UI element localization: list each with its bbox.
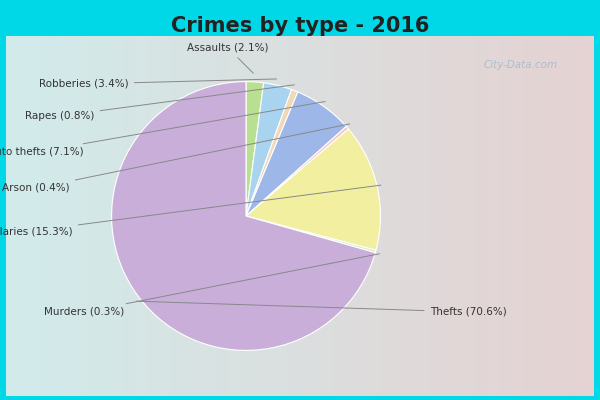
Bar [65, 36, 77, 396]
Wedge shape [246, 92, 346, 216]
Text: Burglaries (15.3%): Burglaries (15.3%) [0, 185, 381, 237]
Bar [512, 36, 523, 396]
Bar [312, 36, 323, 396]
Bar [300, 36, 312, 396]
Bar [535, 36, 547, 396]
Wedge shape [246, 83, 292, 216]
Bar [182, 36, 194, 396]
Bar [288, 36, 300, 396]
Bar [394, 36, 406, 396]
Wedge shape [246, 129, 380, 250]
Bar [253, 36, 265, 396]
Wedge shape [246, 82, 263, 216]
Wedge shape [246, 126, 349, 216]
Bar [265, 36, 277, 396]
Text: Auto thefts (7.1%): Auto thefts (7.1%) [0, 102, 325, 157]
Bar [418, 36, 430, 396]
Bar [430, 36, 441, 396]
Text: City-Data.com: City-Data.com [484, 60, 558, 70]
Bar [464, 36, 476, 396]
Bar [53, 36, 65, 396]
Bar [170, 36, 182, 396]
Text: Robberies (3.4%): Robberies (3.4%) [39, 79, 277, 89]
Bar [41, 36, 53, 396]
Bar [382, 36, 394, 396]
Bar [441, 36, 453, 396]
Bar [18, 36, 29, 396]
Wedge shape [112, 82, 375, 350]
Bar [406, 36, 418, 396]
Bar [29, 36, 41, 396]
Bar [88, 36, 100, 396]
Bar [500, 36, 512, 396]
Bar [241, 36, 253, 396]
Text: Rapes (0.8%): Rapes (0.8%) [25, 85, 295, 121]
Bar [112, 36, 124, 396]
Bar [559, 36, 571, 396]
Wedge shape [246, 90, 298, 216]
Text: Arson (0.4%): Arson (0.4%) [2, 124, 350, 193]
Text: Assaults (2.1%): Assaults (2.1%) [187, 43, 269, 73]
Bar [347, 36, 359, 396]
Bar [206, 36, 218, 396]
Text: Murders (0.3%): Murders (0.3%) [44, 254, 379, 317]
Bar [100, 36, 112, 396]
Bar [571, 36, 582, 396]
Bar [547, 36, 559, 396]
Bar [476, 36, 488, 396]
Bar [218, 36, 229, 396]
Bar [124, 36, 136, 396]
Bar [194, 36, 206, 396]
Wedge shape [246, 216, 376, 253]
Bar [523, 36, 535, 396]
Bar [323, 36, 335, 396]
Bar [6, 36, 18, 396]
Text: Crimes by type - 2016: Crimes by type - 2016 [171, 16, 429, 36]
Bar [359, 36, 371, 396]
Bar [159, 36, 170, 396]
Bar [147, 36, 159, 396]
Bar [277, 36, 288, 396]
Bar [77, 36, 88, 396]
Bar [229, 36, 241, 396]
Bar [488, 36, 500, 396]
Bar [335, 36, 347, 396]
Bar [453, 36, 464, 396]
Bar [136, 36, 147, 396]
Bar [582, 36, 594, 396]
Text: Thefts (70.6%): Thefts (70.6%) [136, 301, 506, 317]
Bar [371, 36, 382, 396]
